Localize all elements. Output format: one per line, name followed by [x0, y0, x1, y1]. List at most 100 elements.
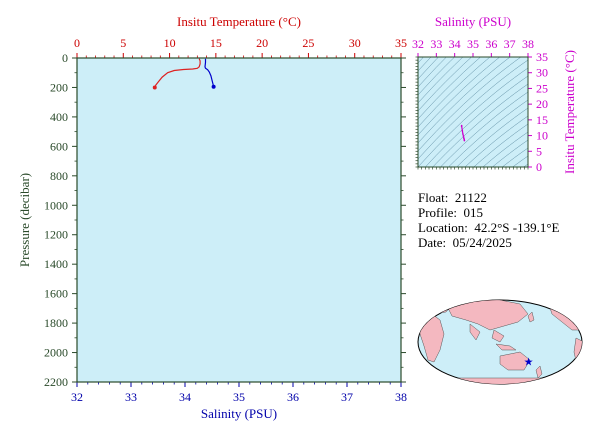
ts-temperature-tick-label: 30 — [536, 66, 548, 80]
density-contour-line — [418, 57, 491, 128]
temperature-tick-label: 25 — [302, 36, 314, 50]
temperature-profile-endpoint — [152, 85, 157, 90]
ts-temperature-tick-label: 5 — [536, 144, 542, 158]
density-contour-line — [491, 139, 528, 167]
salinity-profile-endpoint — [211, 84, 216, 89]
salinity-tick-label: 32 — [71, 390, 83, 404]
density-contour-line — [418, 57, 439, 80]
density-contour-line — [473, 123, 528, 167]
location-line: Location: 42.2°S -139.1°E — [418, 220, 559, 235]
temperature-tick-label: 0 — [74, 36, 80, 50]
ts-salinity-tick-label: 38 — [522, 37, 534, 51]
pressure-tick-label: 600 — [50, 139, 68, 153]
ts-point — [461, 130, 464, 132]
pressure-tick-label: 0 — [62, 51, 68, 65]
location-value: 42.2°S -139.1°E — [474, 220, 560, 235]
ts-temperature-axis-title: Insitu Temperature (°C) — [562, 50, 577, 174]
pressure-tick-label: 2000 — [44, 346, 68, 360]
density-contours — [418, 57, 528, 167]
density-contour-line — [448, 99, 528, 167]
density-contour-line — [425, 75, 528, 167]
temperature-tick-label: 15 — [210, 36, 222, 50]
ts-point — [463, 138, 466, 141]
salinity-axis-title: Salinity (PSU) — [201, 406, 277, 421]
salinity-profile-line — [204, 58, 215, 87]
ts-temperature-tick-label: 15 — [536, 113, 548, 127]
pressure-tick-label: 800 — [50, 169, 68, 183]
ts-salinity-tick-label: 34 — [449, 37, 461, 51]
ts-point — [460, 125, 463, 127]
ts-salinity-tick-label: 33 — [430, 37, 442, 51]
temperature-tick-label: 5 — [120, 36, 126, 50]
ts-temperature-tick-label: 0 — [536, 160, 542, 174]
salinity-tick-label: 33 — [125, 390, 137, 404]
temperature-profile-line — [154, 58, 201, 88]
density-contour-line — [418, 67, 528, 167]
star-icon: ★ — [524, 357, 534, 369]
density-contour-line — [482, 131, 528, 167]
density-contour-line — [464, 115, 528, 167]
density-contour-line — [418, 59, 528, 160]
world-map: ★ — [417, 299, 583, 385]
temperature-tick-label: 30 — [349, 36, 361, 50]
density-contour-line — [418, 57, 447, 88]
float-label: Float: — [418, 190, 449, 205]
profile-value: 015 — [463, 205, 484, 220]
density-contour-line — [418, 57, 472, 112]
ts-temperature-tick-label: 25 — [536, 81, 548, 95]
float-info: Float: 21122 Profile: 015 Location: 42.2… — [418, 190, 559, 250]
date-line: Date: 05/24/2025 — [418, 235, 559, 250]
profile-line: Profile: 015 — [418, 205, 559, 220]
density-contour-line — [432, 83, 528, 167]
density-contour-line — [501, 147, 528, 167]
ts-temperature-tick-label: 10 — [536, 129, 548, 143]
pressure-tick-label: 200 — [50, 80, 68, 94]
salinity-tick-label: 37 — [341, 390, 353, 404]
profile-frame — [76, 57, 402, 383]
ts-salinity-tick-label: 35 — [467, 37, 479, 51]
pressure-tick-label: 1600 — [44, 287, 68, 301]
density-contour-line — [418, 57, 464, 104]
float-id-line: Float: 21122 — [418, 190, 559, 205]
date-label: Date: — [418, 235, 447, 250]
profile-label: Profile: — [418, 205, 457, 220]
salinity-tick-label: 34 — [179, 390, 191, 404]
pressure-axis-title: Pressure (decibar) — [17, 173, 32, 267]
salinity-tick-label: 36 — [287, 390, 299, 404]
date-value: 05/24/2025 — [452, 235, 512, 250]
profile-ticks: 0 5 10 15 20 25 30 35 32 33 34 35 36 37 38 0 200 400 600 80… — [44, 36, 407, 404]
temperature-axis-title: Insitu Temperature (°C) — [177, 14, 301, 29]
salinity-tick-label: 38 — [395, 390, 407, 404]
location-label: Location: — [418, 220, 468, 235]
ts-series — [460, 124, 466, 142]
pressure-tick-label: 400 — [50, 110, 68, 124]
ts-salinity-tick-label: 36 — [485, 37, 497, 51]
ts-salinity-tick-label: 32 — [412, 37, 424, 51]
ts-salinity-axis-title: Salinity (PSU) — [435, 14, 511, 29]
pressure-tick-label: 1000 — [44, 198, 68, 212]
density-contour-line — [440, 91, 528, 167]
pressure-tick-label: 1400 — [44, 257, 68, 271]
profile-plot: 0 5 10 15 20 25 30 35 32 33 34 35 36 37 38 0 200 400 600 80… — [17, 14, 407, 421]
ts-point — [462, 135, 465, 137]
ts-frame — [417, 56, 529, 168]
pressure-tick-label: 2200 — [44, 375, 68, 389]
density-contour-line — [418, 57, 501, 136]
pressure-tick-label: 1200 — [44, 228, 68, 242]
temperature-tick-label: 10 — [164, 36, 176, 50]
density-contour-line — [418, 57, 455, 96]
salinity-tick-label: 35 — [233, 390, 245, 404]
pressure-tick-label: 1800 — [44, 316, 68, 330]
density-contour-line — [418, 57, 522, 152]
ts-salinity-tick-label: 37 — [504, 37, 516, 51]
ts-temperature-tick-label: 20 — [536, 97, 548, 111]
profile-series — [152, 58, 216, 90]
ts-temperature-tick-label: 35 — [536, 50, 548, 64]
profile-plot-area — [77, 58, 401, 382]
ts-point — [462, 133, 464, 135]
density-contour-line — [456, 107, 528, 167]
ts-point — [463, 137, 465, 139]
density-contour-line — [418, 57, 481, 120]
